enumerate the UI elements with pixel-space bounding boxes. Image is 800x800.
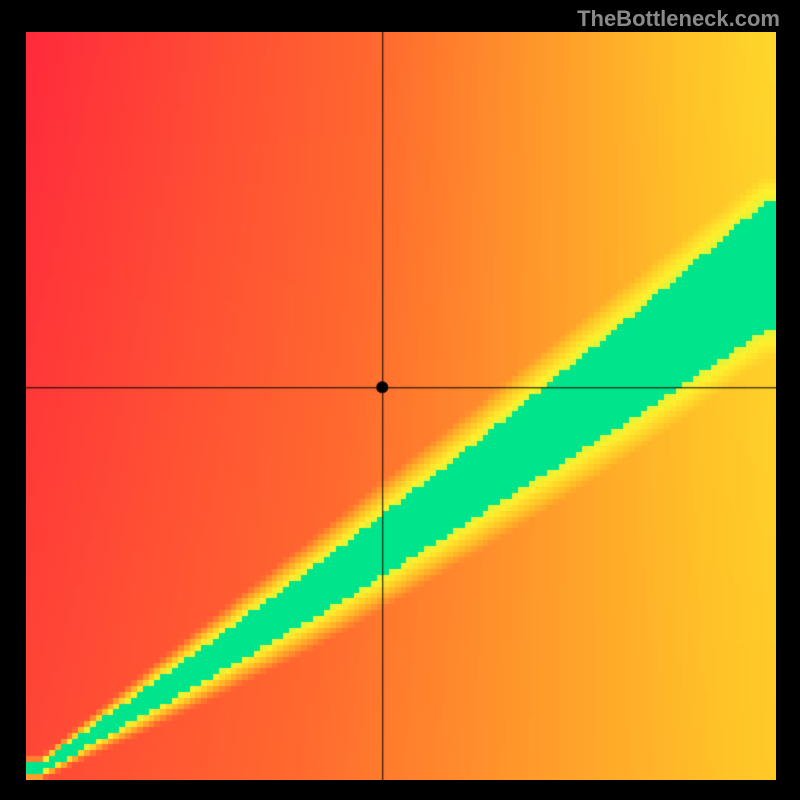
bottleneck-heatmap	[26, 32, 776, 780]
chart-container: TheBottleneck.com	[0, 0, 800, 800]
watermark-text: TheBottleneck.com	[577, 6, 780, 32]
